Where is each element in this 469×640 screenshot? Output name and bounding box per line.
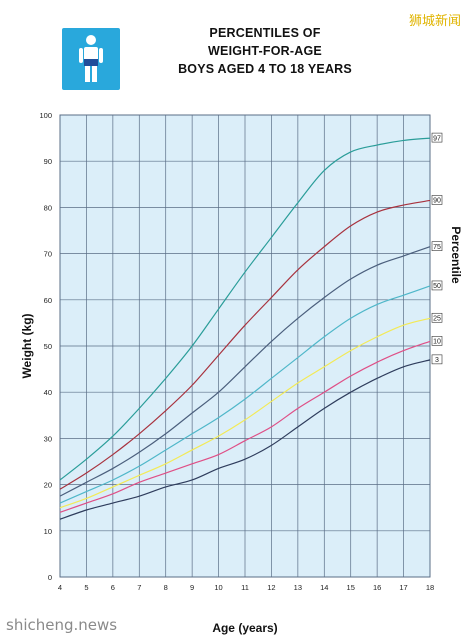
y-tick-label: 20 — [44, 481, 52, 490]
boy-figure-icon — [79, 35, 103, 82]
boy-figure-logo — [62, 28, 120, 90]
ticks: 4 5 6 7 8 9 10 11 12 13 14 15 16 17 18 0 10 20 30 40 50 60 70 8… — [39, 111, 434, 592]
y-axis-label: Weight (kg) — [20, 313, 34, 378]
y-tick-label: 100 — [39, 111, 52, 120]
x-tick-label: 16 — [373, 583, 381, 592]
plot-border — [59, 114, 431, 578]
x-tick-label: 18 — [426, 583, 434, 592]
percentile-label-box — [431, 354, 443, 365]
x-tick-label: 9 — [190, 583, 194, 592]
series-line-p90 — [59, 199, 431, 490]
percentile-label-box — [431, 336, 443, 346]
series-layer — [59, 137, 431, 520]
y-tick-label: 80 — [44, 203, 52, 212]
percentile-label-p97: 97 — [433, 135, 441, 142]
percentile-label-p25: 25 — [433, 315, 441, 322]
series-line-p25 — [59, 317, 431, 509]
percentile-axis-label: Percentile — [449, 226, 463, 284]
x-tick-label: 4 — [58, 583, 62, 592]
x-tick-label: 11 — [241, 583, 249, 592]
watermark-bottom: shicheng.news — [6, 616, 118, 634]
y-tick-label: 40 — [44, 388, 52, 397]
y-tick-label: 90 — [44, 157, 52, 166]
chart-title: PERCENTILES OF WEIGHT-FOR-AGE BOYS AGED … — [150, 24, 380, 78]
series-line-p75 — [59, 246, 431, 497]
x-tick-label: 10 — [214, 583, 222, 592]
x-tick-label: 6 — [111, 583, 115, 592]
x-tick-label: 8 — [164, 583, 168, 592]
series-line-p3 — [59, 359, 431, 520]
x-tick-label: 5 — [84, 583, 88, 592]
watermark-top: 狮城新闻 — [408, 14, 461, 29]
series-line-p50 — [59, 285, 431, 504]
percentile-label-box — [431, 195, 443, 205]
percentile-label-box — [431, 312, 443, 323]
x-axis-label: Age (years) — [212, 621, 277, 635]
percentile-label-p3: 3 — [435, 357, 439, 364]
chart-title-line-1: PERCENTILES OF — [209, 26, 321, 40]
percentile-label-p10: 10 — [433, 339, 441, 346]
x-tick-label: 12 — [267, 583, 275, 592]
series-line-p10 — [59, 340, 431, 513]
percentile-label-box — [431, 280, 443, 291]
chart-title-line-3: BOYS AGED 4 TO 18 YEARS — [178, 62, 352, 76]
percentile-labels: 97 90 75 50 25 10 3 — [431, 132, 443, 365]
series-line-p97 — [59, 137, 431, 481]
y-tick-label: 0 — [48, 573, 52, 582]
grid — [59, 114, 431, 578]
x-tick-label: 15 — [347, 583, 355, 592]
percentile-label-p90: 90 — [433, 198, 441, 205]
y-tick-label: 70 — [44, 250, 52, 259]
percentile-label-box — [431, 132, 443, 143]
x-tick-label: 7 — [137, 583, 141, 592]
y-tick-label: 10 — [44, 527, 52, 536]
y-tick-label: 30 — [44, 434, 52, 443]
percentile-label-p75: 75 — [433, 244, 441, 251]
percentile-label-p50: 50 — [433, 283, 441, 290]
percentile-label-box — [431, 241, 443, 251]
y-tick-label: 50 — [44, 342, 52, 351]
y-tick-label: 60 — [44, 296, 52, 305]
x-tick-label: 17 — [399, 583, 407, 592]
chart-title-line-2: WEIGHT-FOR-AGE — [208, 44, 322, 58]
x-tick-label: 13 — [294, 583, 302, 592]
x-tick-label: 14 — [320, 583, 328, 592]
